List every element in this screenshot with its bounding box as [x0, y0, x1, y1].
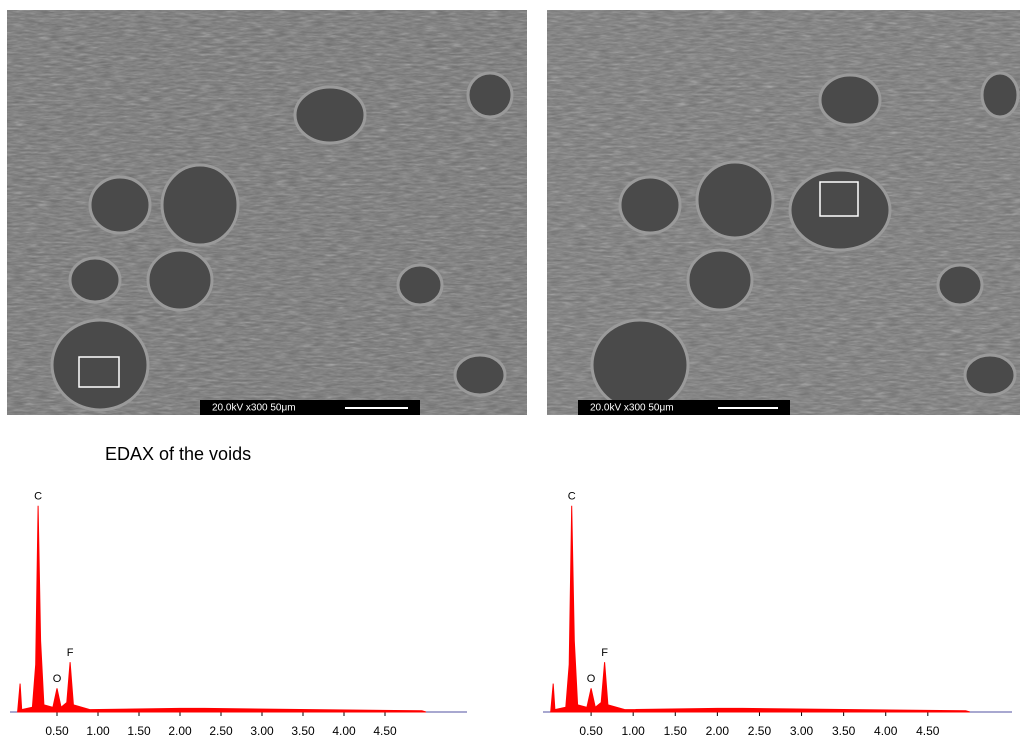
- peak-label: C: [34, 491, 42, 503]
- spectrum: [551, 506, 970, 712]
- x-tick-label: 2.50: [209, 724, 233, 737]
- x-tick-label: 4.00: [332, 724, 356, 737]
- peak-label: O: [53, 673, 62, 685]
- x-tick-label: 0.50: [45, 724, 69, 737]
- x-tick-label: 2.00: [706, 724, 730, 737]
- x-tick-label: 1.00: [86, 724, 110, 737]
- x-tick-label: 4.50: [916, 724, 940, 737]
- sem-image: 20.0kV x300 50μm: [7, 10, 527, 415]
- x-tick-label: 2.50: [748, 724, 772, 737]
- x-tick-label: 4.50: [373, 724, 397, 737]
- x-tick-label: 1.50: [127, 724, 151, 737]
- peak-label: F: [601, 647, 608, 659]
- x-tick-label: 3.50: [832, 724, 856, 737]
- caption: EDAX of the voids: [105, 444, 251, 464]
- x-tick-label: 2.00: [168, 724, 192, 737]
- x-tick-label: 1.00: [622, 724, 646, 737]
- x-tick-label: 3.50: [291, 724, 315, 737]
- sem-label: 20.0kV x300 50μm: [212, 403, 296, 414]
- x-tick-label: 4.00: [874, 724, 898, 737]
- x-tick-label: 3.00: [790, 724, 814, 737]
- x-tick-label: 1.50: [664, 724, 688, 737]
- sem-image: 20.0kV x300 50μm: [547, 10, 1020, 415]
- x-tick-label: 0.50: [579, 724, 603, 737]
- peak-label: F: [67, 647, 74, 659]
- peak-label: O: [587, 673, 596, 685]
- peak-label: C: [568, 491, 576, 503]
- x-tick-label: 3.00: [250, 724, 274, 737]
- sem-label: 20.0kV x300 50μm: [590, 403, 674, 414]
- spectrum: [18, 506, 426, 712]
- figure: 20.0kV x300 50μm 20.0kV x300 50μm EDAX o…: [0, 0, 1027, 737]
